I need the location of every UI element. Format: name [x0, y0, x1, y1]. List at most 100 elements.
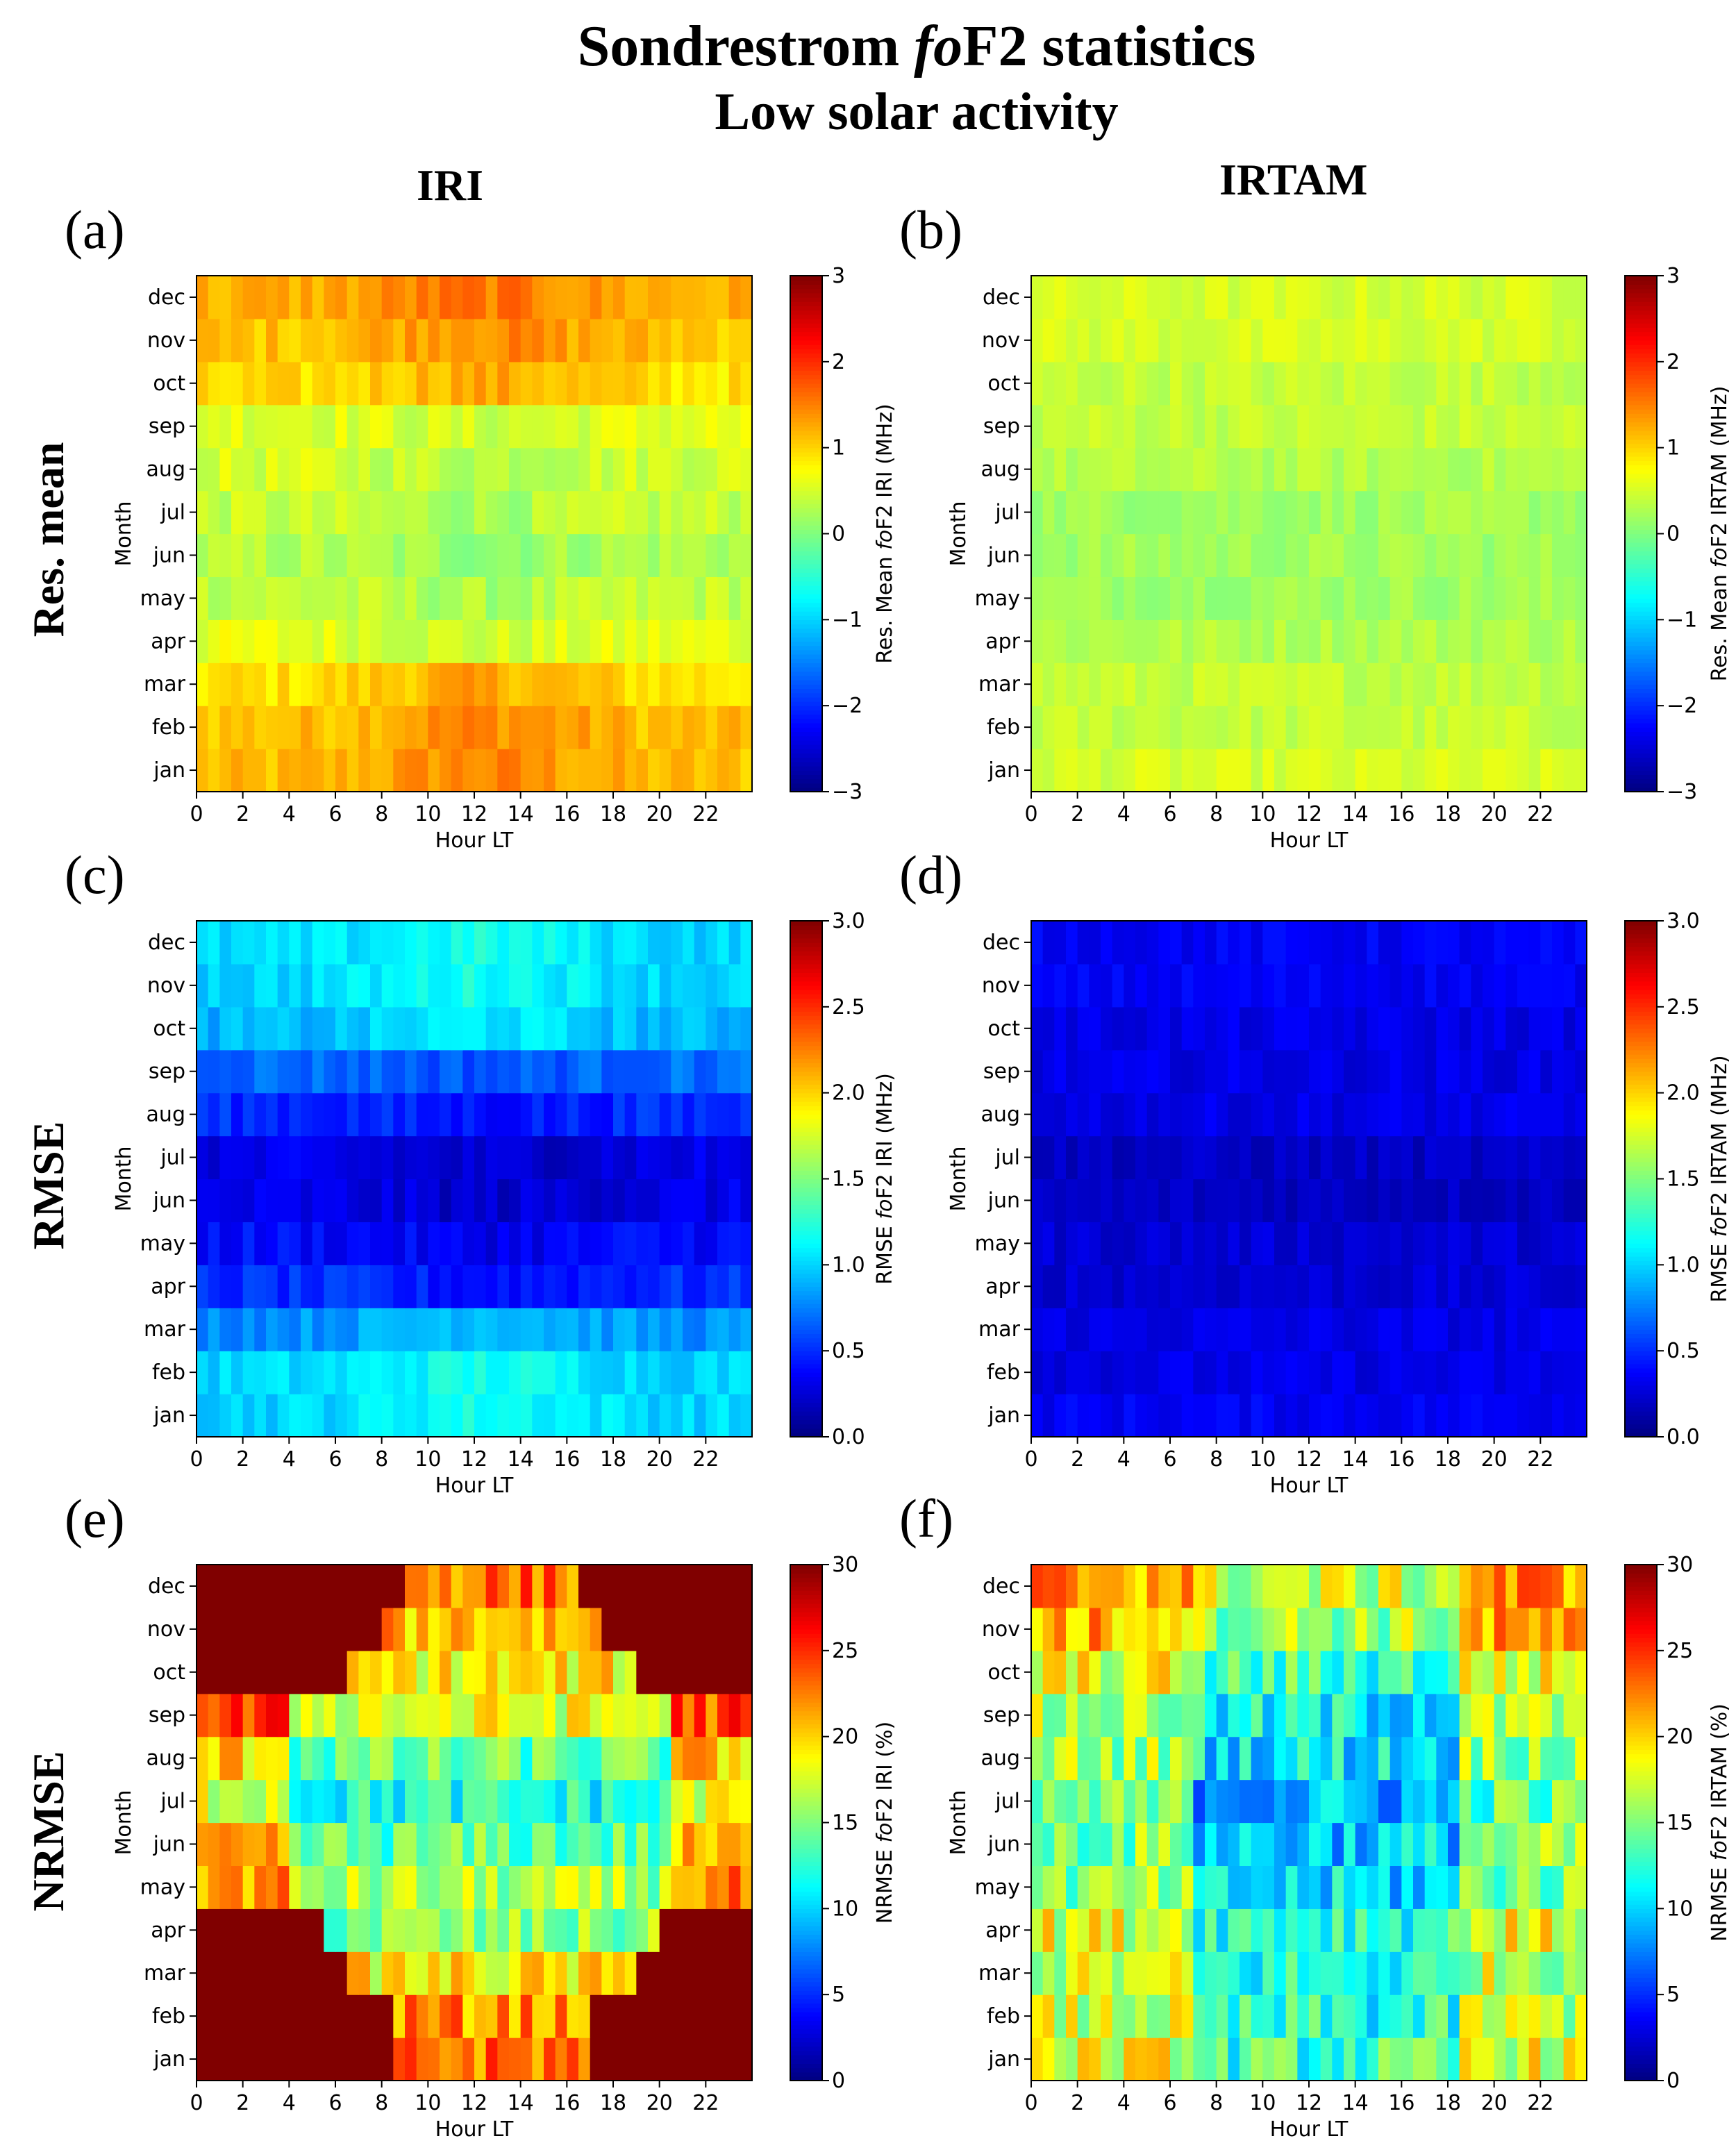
heatmap-cell: [1135, 1092, 1148, 1137]
heatmap-cell: [1228, 1607, 1240, 1651]
colorbar-tick-label: 0.0: [832, 1425, 865, 1449]
colorbar-segment: [1625, 327, 1657, 333]
heatmap-cell: [1494, 1178, 1506, 1223]
heatmap-cell: [1193, 963, 1205, 1008]
colorbar-segment: [790, 417, 822, 423]
heatmap-cell: [1181, 1178, 1194, 1223]
heatmap-cell: [1505, 1222, 1518, 1265]
heatmap-cell: [706, 1779, 718, 1824]
heatmap-cell: [1274, 533, 1287, 578]
heatmap-cell: [601, 1178, 614, 1223]
colorbar-segment: [1625, 568, 1657, 573]
heatmap-cell: [567, 1994, 579, 2038]
heatmap-cell: [1528, 361, 1541, 406]
colorbar-segment: [1625, 959, 1657, 965]
heatmap-cell: [347, 1607, 359, 1651]
heatmap-cell: [1158, 1951, 1171, 1995]
heatmap-cell: [1240, 1865, 1252, 1909]
heatmap-cell: [1193, 1822, 1205, 1867]
heatmap-cell: [1540, 1394, 1553, 1438]
heatmap-cell: [266, 1865, 278, 1909]
heatmap-cell: [601, 576, 614, 620]
heatmap-cell: [1285, 1994, 1298, 2038]
x-tick-label: 4: [1117, 802, 1130, 826]
heatmap-cell: [485, 749, 498, 792]
heatmap-cell: [1401, 749, 1414, 792]
heatmap-cell: [393, 1779, 406, 1824]
heatmap-cell: [231, 447, 244, 492]
heatmap-cell: [428, 1351, 440, 1394]
colorbar-segment: [790, 1187, 822, 1192]
heatmap-cell: [1483, 1049, 1495, 1094]
heatmap-cell: [266, 533, 278, 578]
heatmap-cell: [1054, 706, 1067, 749]
heatmap-cell: [1181, 1951, 1194, 1995]
heatmap-cell: [1517, 1308, 1530, 1351]
heatmap-cell: [1413, 921, 1426, 965]
heatmap-cell: [347, 1092, 359, 1137]
heatmap-cell: [451, 1865, 463, 1909]
heatmap-cell: [1413, 1222, 1426, 1265]
heatmap-cell: [1344, 2038, 1356, 2081]
colorbar-segment: [790, 1101, 822, 1106]
heatmap-cell: [440, 1994, 452, 2038]
heatmap-cell: [335, 1565, 348, 1608]
heatmap-cell: [1540, 447, 1553, 492]
heatmap-cell: [532, 404, 544, 449]
y-tick-label: jul: [994, 1790, 1020, 1814]
heatmap-cell: [219, 1736, 232, 1781]
heatmap-cell: [335, 361, 348, 406]
heatmap-cell: [1089, 921, 1101, 965]
colorbar-segment: [790, 1282, 822, 1287]
heatmap-cell: [601, 1736, 614, 1781]
heatmap-cell: [1170, 533, 1183, 578]
heatmap-cell: [1355, 1693, 1367, 1738]
heatmap-cell: [393, 2038, 406, 2081]
colorbar-segment: [1625, 1964, 1657, 1969]
heatmap-cell: [532, 1736, 544, 1781]
heatmap-cell: [474, 1006, 487, 1051]
heatmap-cell: [497, 1006, 510, 1051]
heatmap-cell: [1494, 1394, 1506, 1438]
colorbar-segment: [1625, 1269, 1657, 1274]
heatmap-cell: [1575, 1994, 1587, 2038]
heatmap-cell: [706, 1178, 718, 1223]
heatmap-cell: [740, 361, 753, 406]
heatmap-cell: [1181, 318, 1194, 362]
heatmap-cell: [289, 1951, 301, 1995]
heatmap-cell: [485, 2038, 498, 2081]
colorbar-segment: [1625, 955, 1657, 960]
heatmap-cell: [740, 1092, 753, 1137]
colorbar-segment: [1625, 1835, 1657, 1840]
colorbar-segment: [1625, 624, 1657, 629]
heatmap-cell: [1251, 1394, 1263, 1438]
colorbar-segment: [790, 744, 822, 749]
heatmap-cell: [428, 1222, 440, 1265]
heatmap-cell: [254, 576, 267, 620]
heatmap-cell: [301, 404, 313, 449]
heatmap-cell: [1436, 1178, 1449, 1223]
colorbar-segment: [790, 1410, 822, 1416]
heatmap-cell: [671, 963, 683, 1008]
heatmap-cell: [694, 404, 706, 449]
heatmap-cell: [1320, 921, 1333, 965]
colorbar-segment: [790, 1338, 822, 1343]
colorbar-segment: [1625, 374, 1657, 380]
heatmap-cell: [578, 1265, 591, 1308]
colorbar-segment: [790, 606, 822, 612]
colorbar-tick-label: −1: [1667, 608, 1697, 632]
heatmap-cell: [242, 1006, 255, 1051]
y-tick-label: feb: [152, 2004, 185, 2028]
heatmap-cell: [694, 576, 706, 620]
colorbar-segment: [790, 1359, 822, 1365]
heatmap-cell: [254, 490, 267, 535]
heatmap-cell: [1205, 404, 1217, 449]
heatmap-cell: [1505, 2038, 1518, 2081]
heatmap-cell: [1309, 533, 1321, 578]
heatmap-cell: [266, 619, 278, 663]
heatmap-cell: [1251, 318, 1263, 362]
heatmap-cell: [485, 1092, 498, 1137]
colorbar-segment: [1625, 2067, 1657, 2073]
heatmap-cell: [197, 1178, 209, 1223]
